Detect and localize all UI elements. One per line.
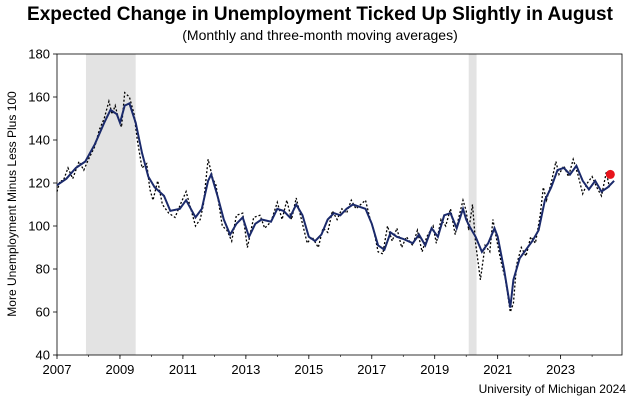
- x-tick-label: 2007: [43, 362, 72, 377]
- x-tick-label: 2021: [483, 362, 512, 377]
- chart-title: Expected Change in Unemployment Ticked U…: [27, 4, 613, 25]
- y-tick-label: 60: [36, 305, 50, 320]
- x-tick-label: 2023: [546, 362, 575, 377]
- y-tick-label: 140: [28, 133, 50, 148]
- x-tick-label: 2017: [357, 362, 386, 377]
- x-tick-label: 2013: [231, 362, 260, 377]
- chart-subtitle: (Monthly and three-month moving averages…: [182, 27, 458, 43]
- x-tick-label: 2009: [105, 362, 134, 377]
- y-tick-label: 120: [28, 176, 50, 191]
- y-tick-label: 100: [28, 219, 50, 234]
- y-tick-label: 180: [28, 47, 50, 62]
- three-month-average-line: [56, 102, 615, 308]
- monthly-series-line: [56, 91, 611, 313]
- latest-value-marker: [605, 169, 615, 179]
- recession-bands: [85, 54, 477, 355]
- recession-band: [85, 54, 136, 355]
- y-tick-label: 160: [28, 90, 50, 105]
- axis-ticks: 40 60 80 100 120 140 160 180 2007 2009 2011 2013 201…: [28, 47, 593, 377]
- x-tick-label: 2011: [169, 362, 197, 377]
- plot-frame: [56, 53, 623, 356]
- y-axis-label: More Unemployment Minus Less Plus 100: [5, 91, 19, 317]
- y-tick-label: 40: [36, 348, 50, 363]
- x-tick-label: 2015: [294, 362, 323, 377]
- y-tick-label: 80: [36, 262, 50, 277]
- source-credit: University of Michigan 2024: [478, 382, 626, 396]
- x-tick-label: 2019: [420, 362, 449, 377]
